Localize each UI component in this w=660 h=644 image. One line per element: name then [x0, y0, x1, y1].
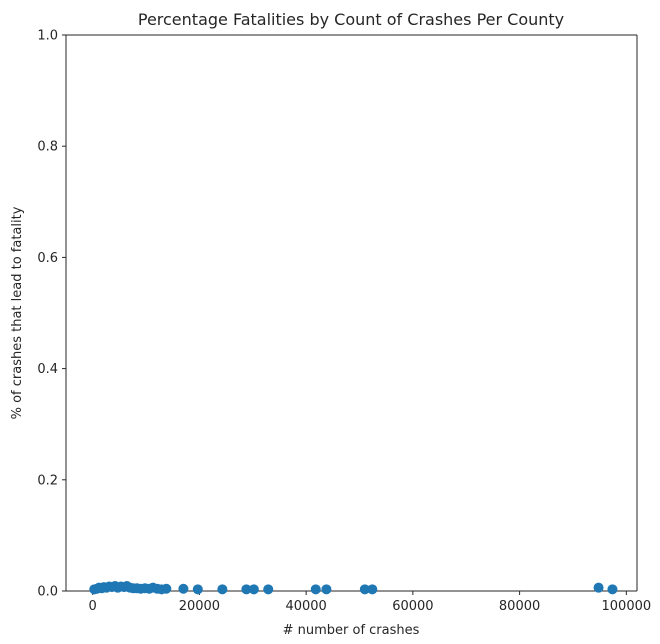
- scatter-point: [367, 584, 378, 595]
- scatter-point: [241, 584, 252, 595]
- scatter-point: [161, 583, 172, 594]
- y-tick-label: 0.4: [37, 362, 58, 377]
- scatter-point: [178, 583, 189, 594]
- x-tick-label: 60000: [392, 599, 433, 614]
- scatter-point: [359, 584, 370, 595]
- y-tick-label: 1.0: [37, 29, 58, 44]
- x-axis-label: # number of crashes: [283, 623, 420, 638]
- scatter-point: [310, 584, 321, 595]
- plot-frame: [65, 34, 638, 592]
- x-tick-label: 40000: [285, 599, 326, 614]
- scatter-point: [263, 584, 274, 595]
- chart-title: Percentage Fatalities by Count of Crashe…: [138, 10, 564, 29]
- y-tick-label: 0.6: [37, 251, 58, 266]
- x-tick-label: 80000: [499, 599, 540, 614]
- x-tick-label: 20000: [179, 599, 220, 614]
- data-points: [89, 580, 618, 595]
- scatter-point: [192, 584, 203, 595]
- x-axis-ticks: 0 20000 40000 60000 80000 100000: [89, 591, 652, 614]
- y-tick-label: 0.0: [37, 585, 58, 600]
- scatter-point: [248, 584, 259, 595]
- x-tick-label: 0: [89, 599, 97, 614]
- scatter-point: [217, 584, 228, 595]
- y-axis-ticks: 0.0 0.2 0.4 0.6 0.8 1.0: [37, 29, 66, 600]
- scatter-point: [321, 584, 332, 595]
- scatter-point: [607, 584, 618, 595]
- scatter-point: [593, 582, 604, 593]
- x-tick-label: 100000: [602, 599, 652, 614]
- y-tick-label: 0.2: [37, 473, 58, 488]
- y-tick-label: 0.8: [37, 140, 58, 155]
- y-axis-label: % of crashes that lead to fatality: [10, 206, 25, 419]
